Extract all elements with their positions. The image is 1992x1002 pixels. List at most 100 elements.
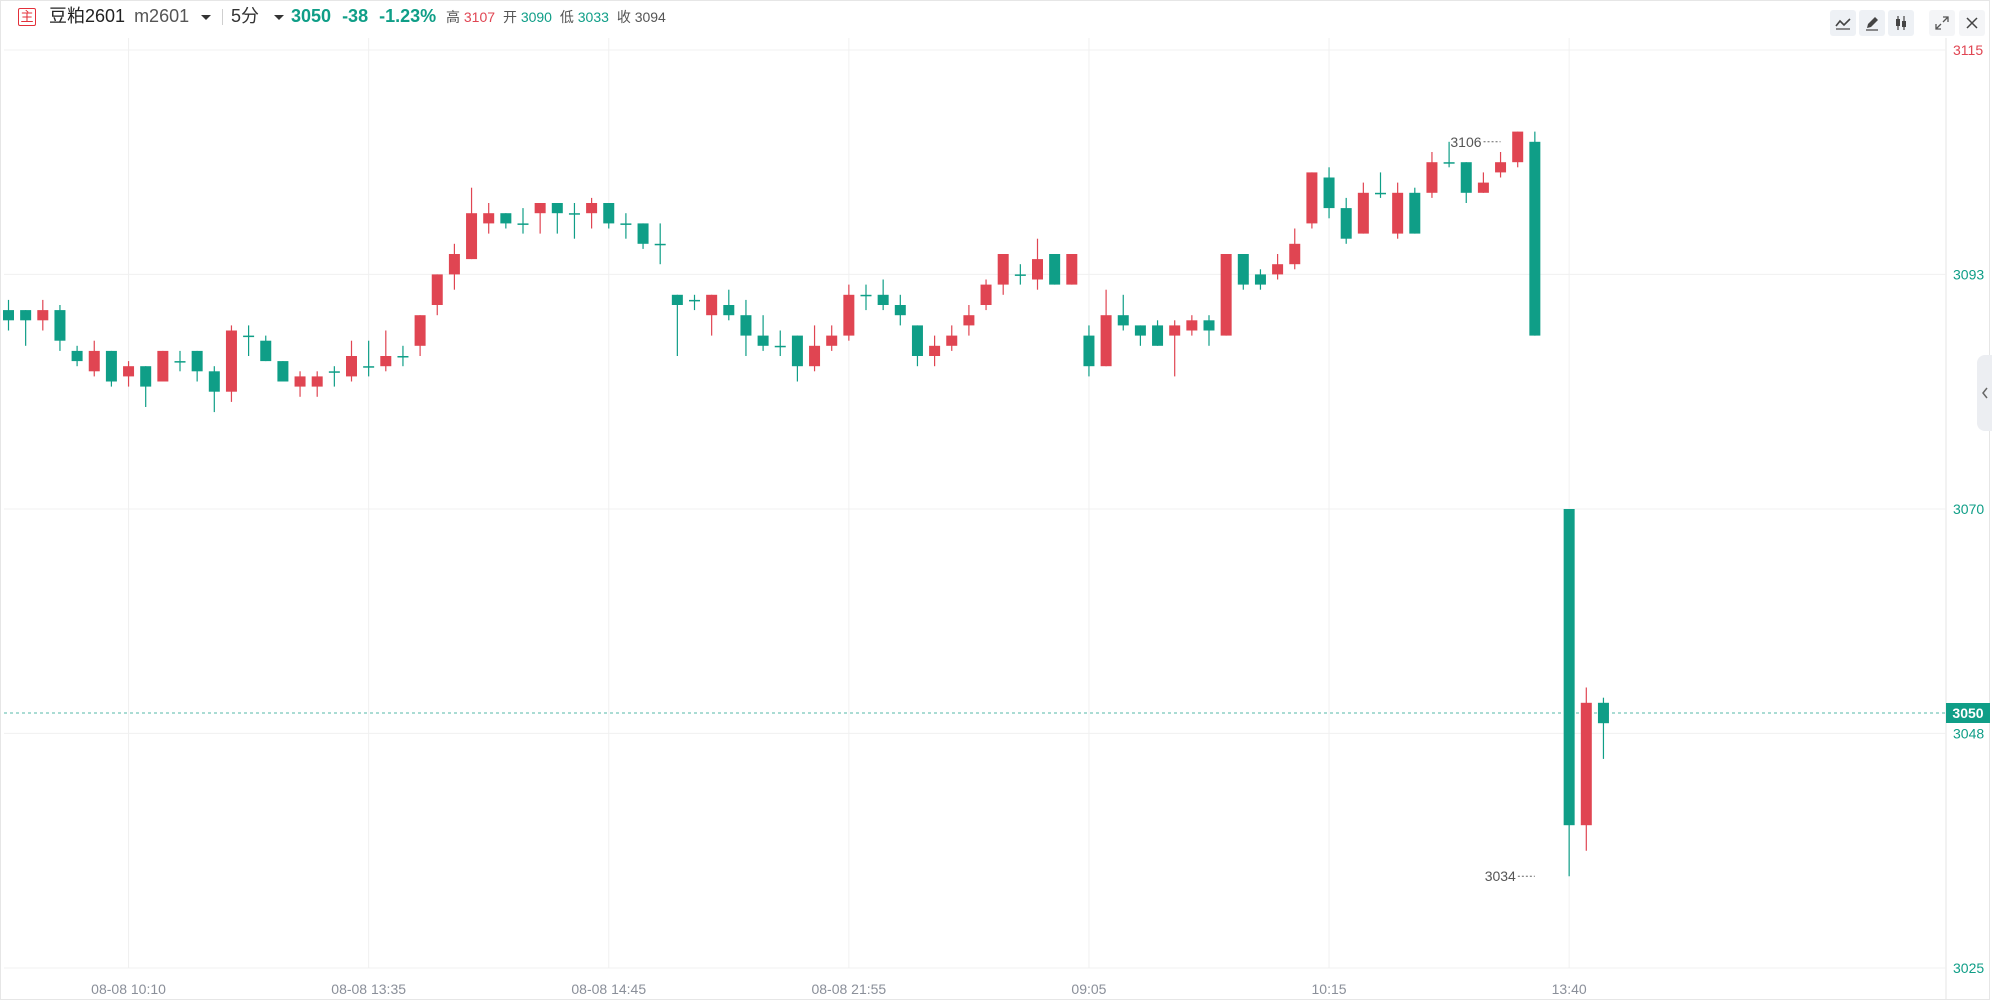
x-tick-label: 09:05 <box>1071 981 1106 997</box>
candle-body <box>20 310 32 321</box>
candle-body <box>791 335 803 367</box>
candle-body <box>620 223 632 225</box>
candle-body <box>260 340 272 362</box>
close-label: 收 <box>616 9 631 25</box>
open-label: 开 <box>502 9 517 25</box>
candle-body <box>208 371 220 392</box>
price-change: -38 <box>342 6 369 26</box>
candle-body <box>1049 254 1061 285</box>
candle-body <box>586 203 598 214</box>
symbol-name: 豆粕2601 <box>49 6 126 26</box>
candle-body <box>363 366 375 368</box>
x-tick-label: 13:40 <box>1552 981 1587 997</box>
candle-body <box>346 356 357 377</box>
candle-body <box>88 350 100 372</box>
candle-body <box>1237 254 1249 285</box>
candle-body <box>1529 141 1541 336</box>
candle-body <box>963 315 975 326</box>
candle-body <box>243 335 255 338</box>
candle-body <box>1032 259 1043 280</box>
candle-body <box>1477 182 1489 193</box>
period-label: 5分 <box>231 6 260 26</box>
candle-body <box>1066 254 1078 285</box>
x-tick-label: 08-08 13:35 <box>331 981 406 997</box>
candle-body <box>1186 320 1198 331</box>
candle-body <box>448 254 460 275</box>
x-tick-label: 08-08 10:10 <box>91 981 166 997</box>
candle-body <box>740 315 752 336</box>
open-value: 3090 <box>520 9 552 25</box>
fullscreen-button[interactable] <box>1929 10 1955 36</box>
candle-body <box>1306 172 1318 224</box>
candle-body <box>894 305 906 316</box>
candle-body <box>3 310 14 321</box>
candle-body <box>757 335 769 346</box>
candle-body <box>328 371 340 373</box>
candle-body <box>311 376 323 387</box>
candle-body <box>946 335 958 346</box>
candle-body <box>397 356 409 358</box>
y-tick-label: 3115 <box>1953 42 1983 58</box>
chevron-left-icon <box>1981 387 1988 399</box>
last-price: 3050 <box>291 6 332 26</box>
low-value: 3033 <box>577 9 609 25</box>
candle-body <box>500 213 512 224</box>
candle-body <box>174 361 186 363</box>
symbol-selector[interactable]: 豆粕2601 m2601 <box>49 5 212 27</box>
candle-body <box>1340 208 1352 239</box>
candle-body <box>483 213 495 224</box>
candle-body <box>1460 162 1472 193</box>
candle-body <box>860 294 872 297</box>
candle-body <box>1357 192 1369 234</box>
candle-body <box>466 213 478 260</box>
candle-body <box>706 294 718 316</box>
candle-body <box>723 305 735 316</box>
low-label: 低 <box>559 9 574 25</box>
candle-body <box>157 350 169 382</box>
close-button[interactable] <box>1959 10 1985 36</box>
candle-body <box>689 299 700 302</box>
candle-body <box>1375 192 1386 195</box>
candle-body <box>1289 243 1301 265</box>
close-icon <box>1966 17 1978 29</box>
period-selector[interactable]: 5分 <box>231 5 285 27</box>
ohlc-stats: 高 3107 开 3090 低 3033 收 3094 <box>446 6 666 28</box>
chevron-down-icon <box>201 14 212 20</box>
candle-body <box>911 325 923 356</box>
candle-body <box>1272 264 1284 275</box>
candle-body <box>1563 509 1575 826</box>
candle-body <box>929 345 941 356</box>
extreme-label: 3106 <box>1450 134 1481 150</box>
x-tick-label: 08-08 14:45 <box>571 981 646 997</box>
candle-body <box>191 350 203 372</box>
chart-type-button[interactable] <box>1888 10 1914 36</box>
candle-body <box>774 345 786 348</box>
quote-summary: 3050 -38 -1.23% <box>291 5 436 27</box>
chevron-down-icon <box>274 14 285 20</box>
candle-body <box>431 274 443 305</box>
candle-body <box>1117 315 1129 326</box>
candlestick-icon <box>1896 16 1906 30</box>
candle-body <box>1254 274 1266 285</box>
candle-body <box>1426 162 1438 193</box>
header-divider <box>222 9 223 25</box>
candle-body <box>1152 325 1164 346</box>
candle-body <box>277 361 289 382</box>
candle-body <box>603 203 615 224</box>
side-panel-toggle[interactable] <box>1977 355 1992 431</box>
candle-body <box>551 203 563 214</box>
draw-button[interactable] <box>1859 10 1885 36</box>
price-change-pct: -1.23% <box>379 6 437 26</box>
close-value: 3094 <box>634 9 666 25</box>
candle-body <box>826 335 838 346</box>
line-chart-icon <box>1835 18 1851 30</box>
candle-body <box>1443 162 1455 164</box>
candle-body <box>1203 320 1215 331</box>
candle-body <box>1220 254 1232 336</box>
y-tick-label: 3093 <box>1953 266 1984 282</box>
candle-body <box>54 310 66 341</box>
y-tick-label: 3070 <box>1953 501 1984 517</box>
indicator-button[interactable] <box>1830 10 1856 36</box>
